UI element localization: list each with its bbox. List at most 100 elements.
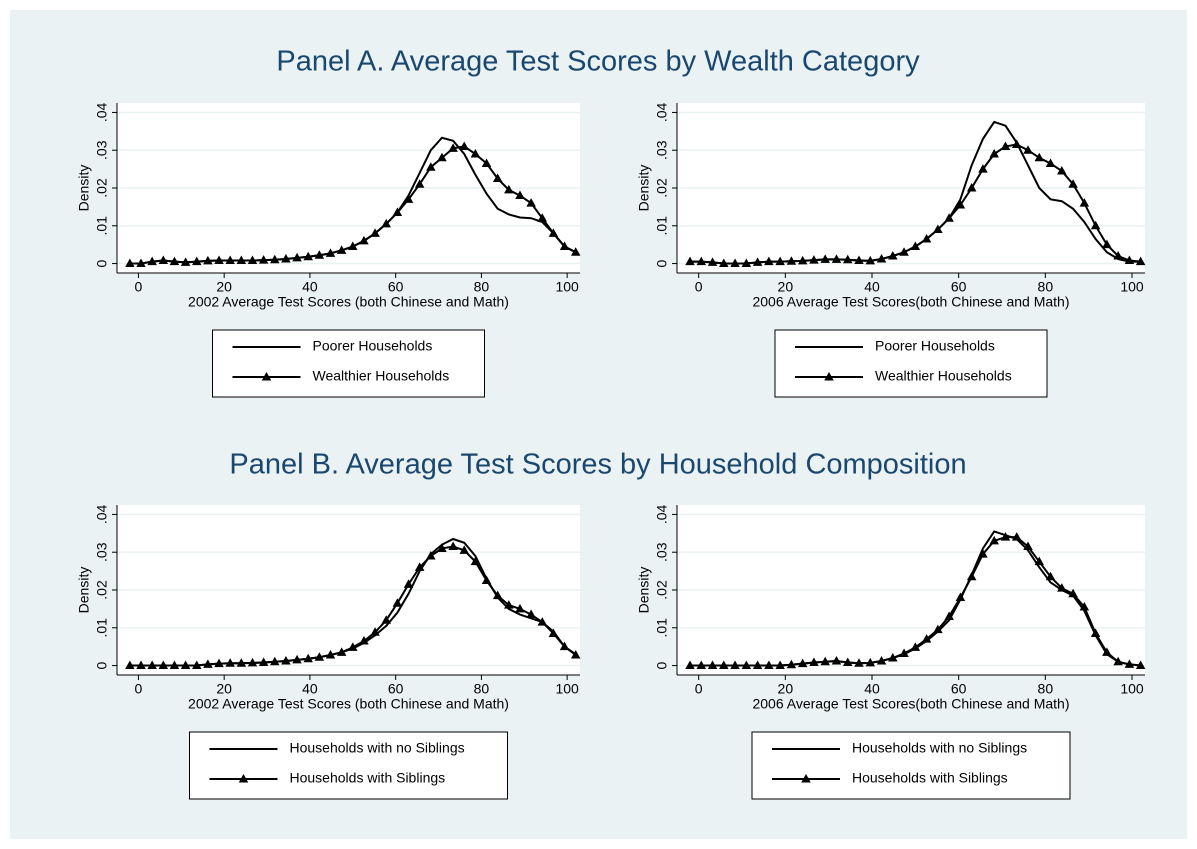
y-tick-label: .03 bbox=[94, 140, 110, 160]
triangle-marker bbox=[515, 190, 525, 200]
triangle-marker bbox=[281, 254, 291, 263]
triangle-marker bbox=[437, 543, 447, 552]
triangle-marker bbox=[775, 256, 785, 266]
triangle-marker bbox=[169, 256, 180, 266]
triangle-marker bbox=[978, 164, 988, 173]
triangle-marker bbox=[854, 255, 864, 265]
triangle-marker bbox=[786, 659, 797, 669]
y-tick-label: .01 bbox=[94, 216, 110, 236]
triangle-marker bbox=[225, 658, 235, 667]
triangle-marker bbox=[191, 256, 202, 266]
triangle-marker bbox=[180, 660, 191, 670]
triangle-marker bbox=[158, 255, 169, 265]
y-tick-label: .03 bbox=[654, 542, 670, 562]
legend-marker bbox=[238, 774, 249, 783]
triangle-marker bbox=[865, 255, 876, 265]
legend-marker bbox=[801, 774, 811, 783]
triangle-marker bbox=[1057, 166, 1067, 175]
triangle-marker bbox=[910, 642, 921, 651]
triangle-marker bbox=[214, 255, 224, 265]
legend bbox=[751, 731, 1071, 800]
triangle-marker bbox=[236, 658, 247, 667]
triangle-marker bbox=[325, 649, 336, 659]
triangle-marker bbox=[426, 551, 436, 560]
triangle-marker bbox=[336, 647, 347, 656]
triangle-marker bbox=[570, 247, 581, 256]
legend-label: Households with no Siblings bbox=[290, 740, 465, 756]
triangle-marker bbox=[820, 254, 830, 263]
x-tick-label: 20 bbox=[216, 279, 232, 295]
triangle-marker bbox=[719, 258, 729, 268]
triangle-marker bbox=[281, 656, 291, 665]
triangle-marker bbox=[214, 658, 224, 668]
triangle-marker bbox=[842, 254, 853, 264]
triangle-marker bbox=[1135, 256, 1146, 266]
triangle-marker bbox=[303, 653, 313, 663]
legend bbox=[774, 329, 1048, 398]
y-axis-title: Density bbox=[76, 567, 92, 614]
triangle-marker bbox=[797, 658, 808, 668]
triangle-marker bbox=[225, 255, 235, 265]
triangle-marker bbox=[370, 228, 380, 237]
triangle-marker bbox=[921, 634, 932, 643]
triangle-marker bbox=[403, 579, 414, 588]
triangle-marker bbox=[1068, 588, 1078, 598]
x-tick-label: 0 bbox=[135, 681, 143, 697]
triangle-marker bbox=[978, 549, 988, 558]
x-tick-label: 40 bbox=[864, 681, 880, 697]
y-tick-label: .02 bbox=[654, 178, 670, 198]
triangle-marker bbox=[125, 258, 135, 268]
triangle-marker bbox=[203, 659, 213, 668]
y-tick-label: .04 bbox=[94, 103, 110, 123]
triangle-marker bbox=[730, 660, 740, 670]
triangle-marker bbox=[719, 660, 729, 670]
triangle-marker bbox=[314, 652, 325, 661]
triangle-marker bbox=[955, 200, 966, 209]
y-tick-label: 0 bbox=[94, 661, 110, 669]
triangle-marker bbox=[1113, 656, 1123, 666]
triangle-marker bbox=[314, 250, 325, 259]
triangle-marker bbox=[325, 248, 336, 257]
triangle-marker bbox=[1045, 571, 1056, 581]
triangle-marker bbox=[1000, 532, 1011, 541]
triangle-marker bbox=[348, 642, 358, 651]
triangle-marker bbox=[247, 255, 258, 265]
triangle-marker bbox=[696, 660, 707, 670]
triangle-marker bbox=[392, 598, 403, 607]
triangle-marker bbox=[1057, 583, 1067, 592]
x-tick-label: 60 bbox=[388, 681, 404, 697]
triangle-marker bbox=[831, 656, 842, 665]
triangle-marker bbox=[448, 541, 458, 551]
y-tick-label: .01 bbox=[654, 216, 670, 236]
triangle-marker bbox=[933, 224, 943, 234]
legend bbox=[189, 731, 508, 800]
triangle-marker bbox=[392, 207, 403, 217]
triangle-marker bbox=[741, 660, 752, 670]
triangle-marker bbox=[548, 228, 559, 237]
legend bbox=[212, 329, 485, 398]
triangle-marker bbox=[459, 545, 469, 554]
triangle-marker bbox=[559, 641, 570, 651]
triangle-marker bbox=[426, 162, 436, 171]
triangle-marker bbox=[989, 535, 999, 545]
triangle-marker bbox=[292, 654, 302, 664]
triangle-marker bbox=[741, 258, 752, 268]
triangle-marker bbox=[1034, 556, 1045, 566]
triangle-marker bbox=[1079, 602, 1090, 611]
y-tick-label: .01 bbox=[94, 618, 110, 638]
triangle-marker bbox=[764, 660, 774, 670]
triangle-marker bbox=[707, 660, 718, 670]
x-tick-label: 20 bbox=[778, 279, 794, 295]
triangle-marker bbox=[1011, 139, 1022, 149]
triangle-marker bbox=[876, 254, 887, 263]
triangle-marker bbox=[888, 251, 898, 260]
triangle-marker bbox=[381, 615, 391, 624]
x-tick-label: 60 bbox=[951, 279, 967, 295]
triangle-marker bbox=[1023, 541, 1033, 551]
triangle-marker bbox=[270, 656, 280, 666]
x-tick-label: 80 bbox=[1038, 279, 1054, 295]
legend-label: Poorer Households bbox=[313, 338, 433, 354]
triangle-marker bbox=[944, 611, 954, 620]
y-tick-label: .01 bbox=[654, 618, 670, 638]
triangle-marker bbox=[359, 636, 369, 645]
